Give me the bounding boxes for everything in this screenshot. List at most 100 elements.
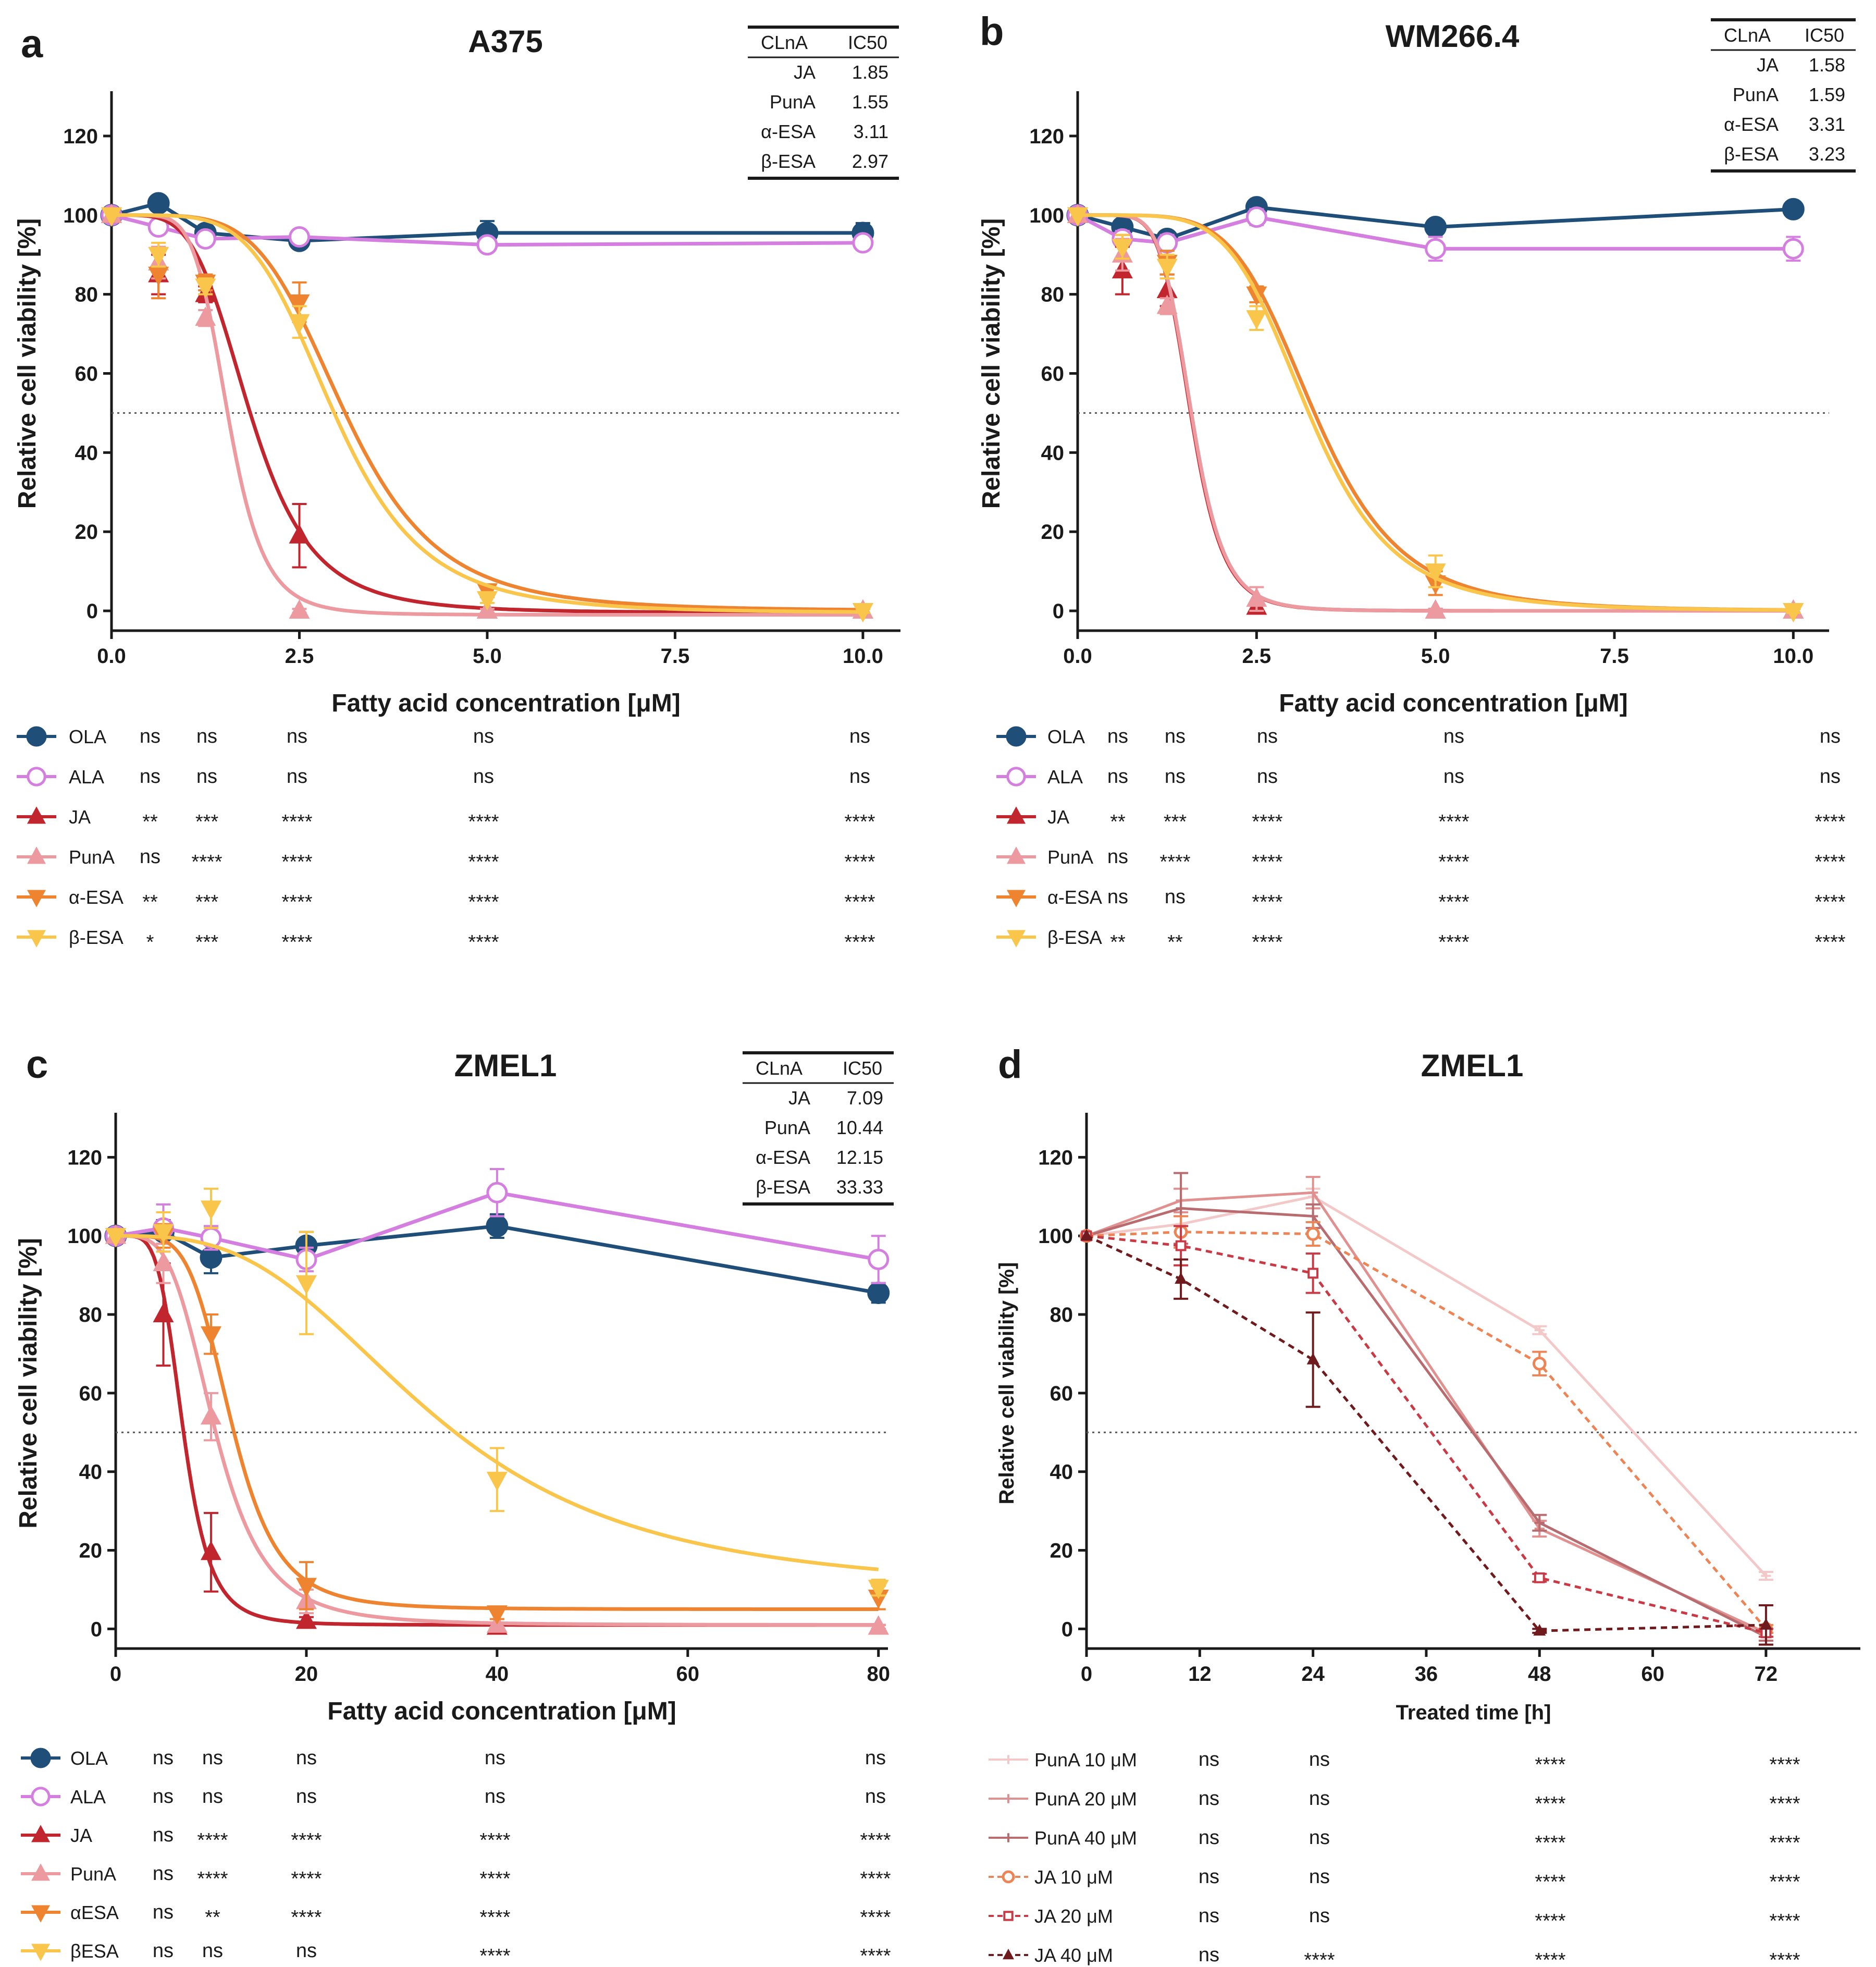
significance-b-ola-0: ns [1107, 726, 1128, 747]
legend-label-b-ala: ALA [1047, 766, 1083, 788]
point-d-ja-20-um-3 [1534, 1572, 1545, 1583]
point-d-ja-10-um-2 [1306, 1227, 1320, 1241]
significance-b-beta-esa-0: ** [1110, 931, 1126, 953]
panel-b: b WM266.4 0 20 40 60 80 100 120 0.0 2.5 5.0 7.5 10.0 F… [978, 9, 1856, 953]
ic50-table-value-a-0: 1.85 [852, 62, 888, 83]
point-d-ja-10-um-3 [1532, 1356, 1547, 1371]
significance-b-alpha-esa-2: **** [1252, 891, 1282, 913]
point-a-ala-5 [852, 232, 874, 254]
ic50-table-value-b-1: 1.59 [1809, 84, 1845, 105]
significance-a-alpha-esa-2: **** [281, 891, 312, 913]
legend-label-c-ja: JA [70, 1825, 92, 1846]
x-tick-label-c-4: 80 [867, 1663, 890, 1686]
y-tick-label-c-100: 100 [67, 1225, 102, 1248]
legend-marker-c-ala [31, 1787, 51, 1806]
significance-d-puna-40-um-0: ns [1199, 1827, 1219, 1849]
point-a-puna-2 [195, 306, 216, 326]
y-axis-label-a: Relative cell viability [%] [14, 218, 41, 509]
significance-c-alphaesa-3: **** [479, 1907, 510, 1928]
point-b-beta-esa-0 [1067, 207, 1088, 227]
legend-label-d-ja-10-um: JA 10 μM [1034, 1866, 1113, 1888]
legend-marker-a-beta-esa [27, 930, 46, 948]
line-a-puna [112, 213, 863, 617]
significance-b-puna-1: **** [1159, 851, 1190, 873]
significance-d-ja-40-um-2: **** [1535, 1949, 1565, 1967]
point-c-ala-4 [486, 1182, 508, 1203]
point-a-ala-3 [288, 226, 310, 248]
significance-c-ja-3: **** [479, 1829, 510, 1851]
y-tick-label-a-0: 0 [87, 600, 98, 623]
y-tick-label-d-80: 80 [1050, 1304, 1073, 1326]
line-a-beta-esa [112, 213, 863, 614]
legend-label-b-alpha-esa: α-ESA [1047, 887, 1102, 908]
significance-a-puna-2: **** [281, 851, 312, 873]
point-a-ala-4 [476, 234, 498, 256]
significance-c-betaesa-1: ns [202, 1940, 223, 1962]
significance-a-ola-3: ns [473, 726, 494, 747]
x-tick-label-d-5: 60 [1641, 1663, 1664, 1686]
legend-marker-c-ola [30, 1748, 51, 1768]
point-d-ja-40-um-0 [1080, 1229, 1093, 1241]
significance-c-alphaesa-1: ** [205, 1907, 220, 1928]
significance-a-ja-2: **** [281, 811, 312, 833]
line-d-ja-20-um [1086, 1234, 1767, 1634]
significance-d-ja-10-um-3: **** [1769, 1871, 1800, 1893]
point-d-ja-40-um-1 [1175, 1272, 1188, 1284]
x-tick-label-b-4: 10.0 [1773, 645, 1813, 668]
legend-label-b-puna: PunA [1047, 846, 1093, 868]
point-a-alpha-esa-3 [289, 294, 310, 314]
chart-title-d: ZMEL1 [1421, 1048, 1524, 1083]
y-tick-label-d-0: 0 [1062, 1618, 1073, 1641]
y-tick-label-b-80: 80 [1041, 284, 1065, 306]
point-b-beta-esa-2 [1156, 259, 1178, 278]
x-axis-label-d: Treated time [h] [1396, 1701, 1551, 1724]
series-b-puna [1067, 203, 1804, 619]
point-c-puna-2 [200, 1405, 221, 1425]
panel-letter-d: d [998, 1042, 1022, 1087]
significance-a-alpha-esa-1: *** [195, 891, 219, 913]
significance-b-ala-2: ns [1257, 766, 1278, 788]
significance-c-ola-0: ns [153, 1747, 174, 1769]
point-b-beta-esa-5 [1783, 603, 1804, 623]
significance-b-beta-esa-2: **** [1252, 931, 1282, 953]
ic50-table-name-b-1: PunA [1733, 84, 1779, 105]
ic50-table-name-a-3: β-ESA [761, 151, 816, 172]
legend-label-d-puna-20-um: PunA 20 μM [1034, 1788, 1137, 1810]
line-c-puna [116, 1234, 879, 1627]
significance-c-betaesa-3: **** [479, 1945, 510, 1967]
legend-label-a-beta-esa: β-ESA [69, 927, 124, 948]
significance-a-ja-0: ** [142, 811, 158, 833]
y-tick-label-b-20: 20 [1041, 521, 1065, 544]
significance-c-ja-1: **** [197, 1829, 228, 1851]
series-d-ja-40-um [1080, 1229, 1773, 1646]
significance-d-puna-40-um-1: ns [1309, 1827, 1330, 1849]
significance-a-alpha-esa-0: ** [142, 891, 158, 913]
ic50-table-name-a-0: JA [794, 62, 816, 83]
panel-letter-c: c [26, 1042, 48, 1087]
ic50-table-name-b-2: α-ESA [1724, 114, 1779, 135]
significance-c-betaesa-4: **** [860, 1945, 891, 1967]
series-c-betaesa [105, 1187, 889, 1600]
legend-marker-b-ja [1007, 806, 1026, 824]
y-tick-label-c-60: 60 [79, 1382, 103, 1405]
ic50-table-value-c-1: 10.44 [836, 1117, 883, 1138]
ic50-table-name-c-3: β-ESA [756, 1176, 810, 1198]
significance-a-ola-4: ns [849, 726, 870, 747]
significance-c-puna-1: **** [197, 1868, 228, 1890]
series-c-ola [104, 1213, 890, 1305]
significance-a-beta-esa-1: *** [195, 931, 219, 953]
point-c-alphaesa-2 [200, 1326, 221, 1346]
line-c-alphaesa [116, 1234, 879, 1611]
point-c-betaesa-3 [295, 1275, 317, 1295]
significance-b-alpha-esa-4: **** [1815, 891, 1845, 913]
significance-a-beta-esa-4: **** [844, 931, 875, 953]
legend-marker-d-puna-10-um [1004, 1755, 1013, 1764]
x-tick-label-b-2: 5.0 [1421, 645, 1450, 668]
significance-b-ja-2: **** [1252, 811, 1282, 833]
point-c-ja-2 [200, 1541, 221, 1560]
y-tick-label-b-40: 40 [1041, 441, 1065, 464]
significance-d-ja-40-um-1: **** [1304, 1949, 1335, 1967]
point-d-ja-20-um-2 [1307, 1268, 1319, 1279]
